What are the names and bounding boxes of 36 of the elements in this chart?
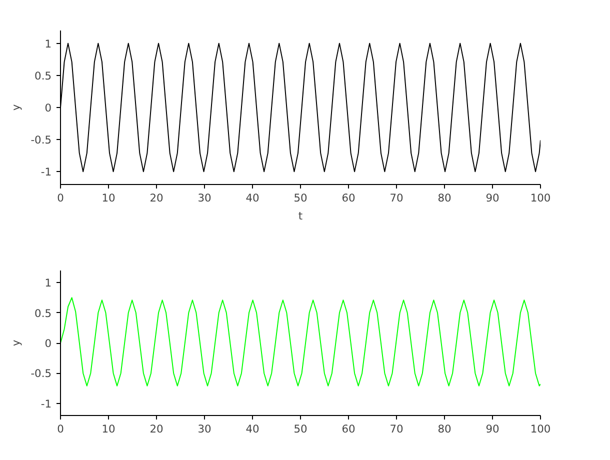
x-tick-label: 90 (486, 422, 500, 436)
x-tick-label: 60 (342, 192, 356, 204)
x-tick-label: 80 (438, 192, 452, 204)
x-tick-label: 10 (102, 192, 116, 204)
y-tick-label: -0.5 (30, 367, 52, 380)
x-tick-label: 0 (57, 422, 64, 436)
x-tick-label: 30 (198, 422, 212, 436)
y-tick-label: 0 (44, 337, 52, 350)
x-tick-label: 20 (150, 192, 164, 204)
y-tick-label: -1 (40, 166, 52, 179)
x-tick-label: 80 (438, 422, 452, 436)
y-tick-label: -0.5 (30, 134, 52, 147)
x-tick-label: 30 (198, 192, 212, 204)
y-tick-label: 0 (44, 102, 52, 114)
y-tick-label: 1 (44, 276, 52, 290)
x-tick-label: 40 (246, 192, 260, 204)
y-tick-label: 0.5 (34, 69, 52, 82)
x-tick-label: 60 (342, 422, 356, 436)
x-tick-label: 0 (57, 192, 64, 204)
x-tick-label: 20 (150, 422, 164, 436)
line-series (60, 297, 540, 386)
x-tick-label: 50 (294, 422, 308, 436)
y-tick-label: 1 (44, 37, 52, 50)
x-tick-label: 90 (486, 192, 500, 204)
x-tick-label: 50 (294, 192, 308, 204)
x-tick-label: 100 (530, 192, 551, 204)
x-tick-label: 70 (390, 192, 404, 204)
y-axis-title: y (10, 340, 23, 346)
x-axis-title: t (298, 210, 303, 222)
x-tick-label: 10 (102, 422, 116, 436)
x-tick-label: 40 (246, 422, 260, 436)
x-tick-label: 100 (530, 422, 551, 436)
x-tick-label: 70 (390, 422, 404, 436)
y-tick-label: 0.5 (34, 306, 52, 320)
y-tick-label: -1 (40, 397, 52, 410)
y-axis-title: y (10, 104, 23, 111)
